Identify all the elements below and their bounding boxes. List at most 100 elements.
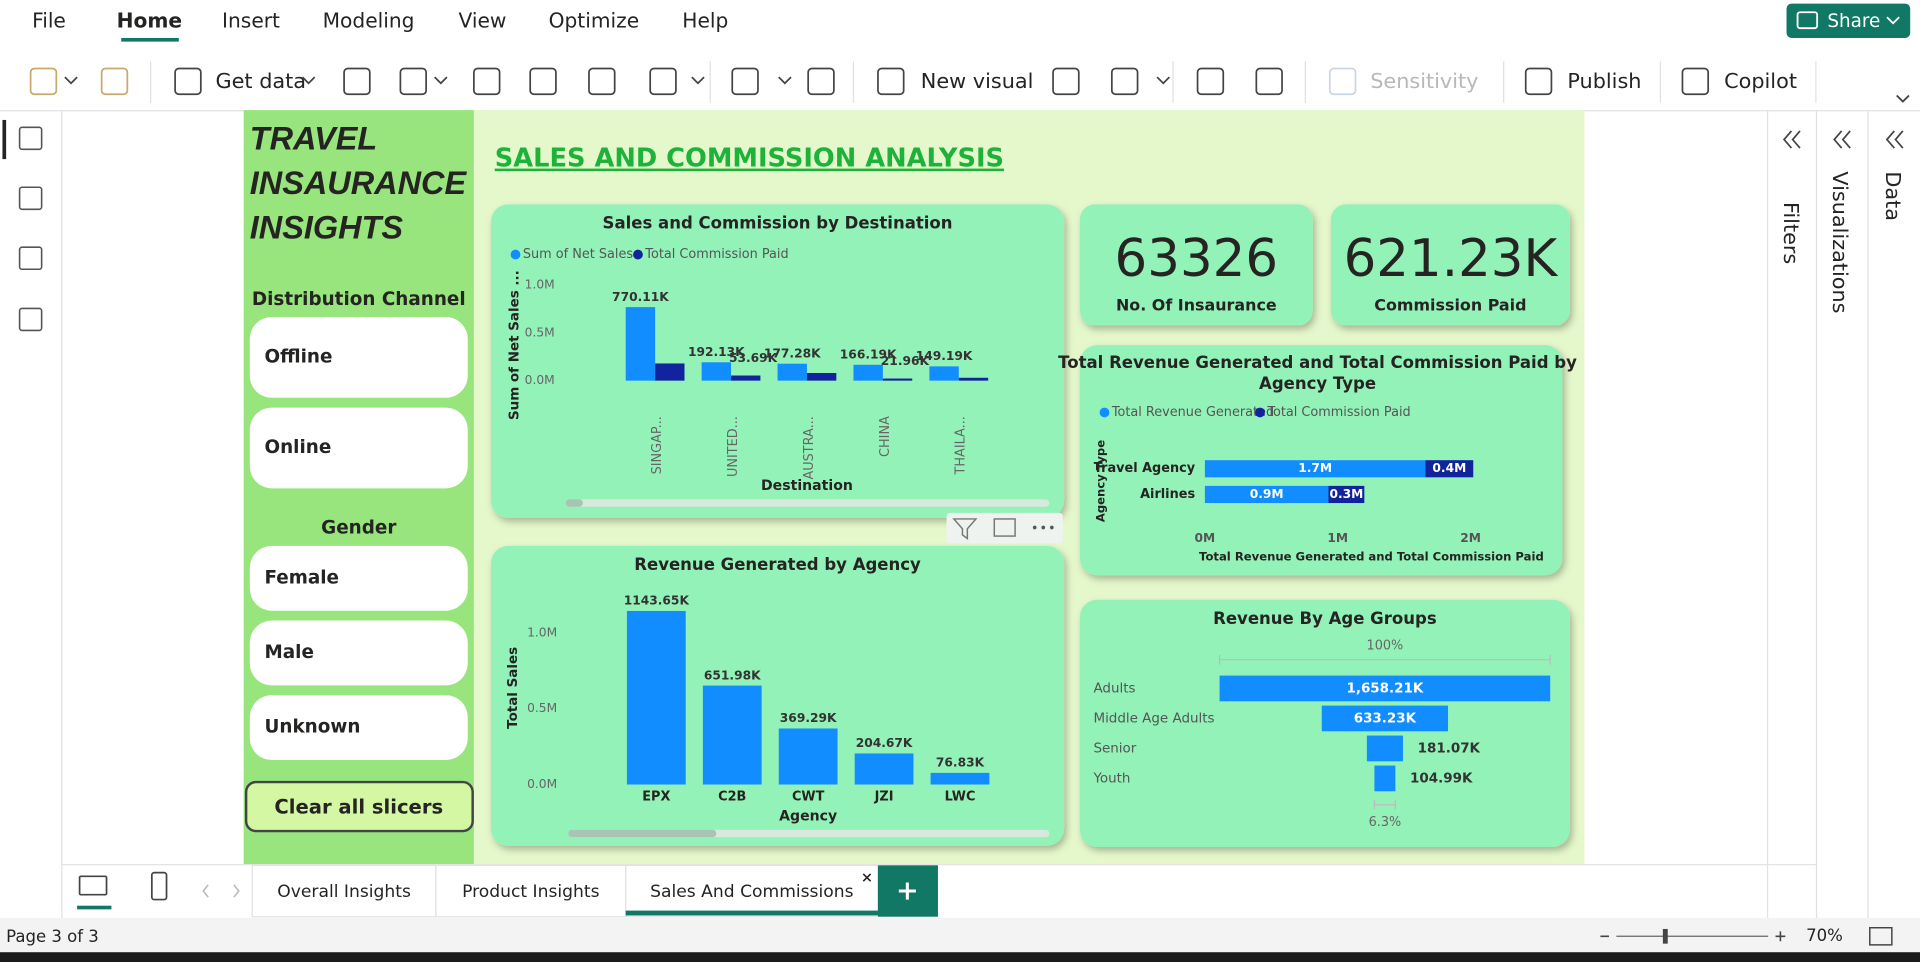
toolbar-icon[interactable]: [529, 67, 557, 96]
nav-icon[interactable]: [18, 246, 43, 271]
data-label: 166.19K: [840, 347, 897, 361]
scrollbar-thumb[interactable]: [568, 829, 717, 838]
toolbar-icon[interactable]: [1681, 67, 1710, 96]
y-tick-label: Middle Age Adults: [1093, 711, 1214, 726]
menu-item[interactable]: View: [458, 9, 506, 33]
toolbar-icon[interactable]: [649, 67, 677, 96]
page-tab[interactable]: [435, 864, 627, 918]
toolbar-icon[interactable]: [473, 67, 501, 96]
share-button[interactable]: [1786, 3, 1911, 38]
slicer-item-label[interactable]: Male: [264, 642, 313, 663]
toolbar-button-label[interactable]: Copilot: [1724, 69, 1797, 93]
slicer-item-label[interactable]: Offline: [264, 346, 332, 367]
nav-icon[interactable]: [18, 126, 43, 151]
toolbar-icon[interactable]: [1524, 67, 1553, 96]
toolbar-button-label[interactable]: New visual: [921, 69, 1034, 93]
toolbar-button-label[interactable]: Publish: [1567, 69, 1641, 93]
page-tab-label[interactable]: Product Insights: [462, 882, 600, 902]
toolbar-icon[interactable]: [731, 67, 759, 96]
toolbar-icon[interactable]: [343, 67, 371, 96]
menu-item[interactable]: File: [32, 9, 66, 33]
legend-label: Total Commission Paid: [644, 247, 788, 262]
share-label[interactable]: Share: [1827, 11, 1880, 32]
slicer-item[interactable]: [249, 695, 468, 761]
more-options-dot[interactable]: [1032, 525, 1037, 530]
card-value: 621.23K: [1344, 229, 1559, 289]
page-tab-label[interactable]: Overall Insights: [277, 882, 411, 902]
menu-active-underline: [121, 37, 179, 42]
fit-to-page[interactable]: [1869, 926, 1893, 946]
slicer-item[interactable]: [249, 316, 468, 398]
zoom-level: 70%: [1806, 926, 1843, 945]
data-label: 1,658.21K: [1346, 681, 1423, 696]
more-options-dot[interactable]: [1041, 525, 1046, 530]
menu-item[interactable]: Insert: [222, 9, 280, 33]
toolbar-icon[interactable]: [174, 67, 202, 96]
y-axis-title: Sum of Net Sales ...: [507, 270, 522, 420]
pane-expand[interactable]: [1841, 130, 1851, 149]
pane-title[interactable]: Visualizations: [1828, 171, 1852, 313]
toolbar-icon[interactable]: [877, 67, 905, 96]
filter-icon[interactable]: [952, 518, 978, 540]
zoom-in[interactable]: [1775, 931, 1786, 942]
slicer-item[interactable]: [249, 620, 468, 686]
toolbar-button-label[interactable]: Get data: [216, 69, 307, 93]
menu-item[interactable]: Home: [117, 9, 183, 33]
toolbar-icon[interactable]: [1196, 67, 1225, 96]
toolbar-icon[interactable]: [29, 67, 58, 96]
slicer-item[interactable]: [249, 545, 468, 611]
legend-marker: [510, 249, 521, 260]
add-page-icon[interactable]: [898, 882, 916, 900]
slicer-item-label[interactable]: Female: [264, 567, 339, 588]
scrollbar-thumb[interactable]: [565, 499, 583, 507]
focus-icon[interactable]: [993, 518, 1016, 537]
pane-expand[interactable]: [1782, 130, 1793, 149]
nav-icon[interactable]: [18, 186, 43, 211]
clear-button[interactable]: [244, 780, 474, 833]
pane-expand[interactable]: [1885, 130, 1895, 149]
bar-segment: [1425, 460, 1474, 478]
tab-scroll-left[interactable]: [202, 884, 209, 898]
slicer-item[interactable]: [249, 407, 468, 489]
toolbar-icon[interactable]: [1255, 67, 1283, 96]
page-tab[interactable]: [251, 864, 437, 918]
more-options-dot[interactable]: [1050, 525, 1054, 530]
pane-title[interactable]: Filters: [1779, 202, 1803, 264]
desktop-view-icon[interactable]: [78, 875, 108, 896]
mobile-view-icon[interactable]: [150, 871, 168, 901]
slicer-item-label[interactable]: Unknown: [264, 717, 360, 738]
ribbon-collapse[interactable]: [1896, 94, 1910, 103]
zoom-thumb[interactable]: [1662, 928, 1668, 944]
toolbar-button-label[interactable]: Sensitivity: [1370, 69, 1478, 93]
clear-button-label[interactable]: Clear all slicers: [274, 795, 443, 818]
y-tick-label: 1.0M: [527, 625, 557, 639]
toolbar-icon[interactable]: [1328, 67, 1357, 96]
bar-segment: [1328, 485, 1365, 504]
legend-label: Total Revenue Generated: [1111, 405, 1274, 420]
funnel-bar: [1374, 765, 1396, 792]
pane-expand[interactable]: [1894, 130, 1904, 149]
pane-title[interactable]: Data: [1881, 171, 1905, 221]
bar: [778, 728, 838, 785]
y-axis-title: Agency Type: [1093, 440, 1107, 522]
slicer-item-label[interactable]: Online: [264, 437, 331, 458]
menu-item[interactable]: Modeling: [323, 9, 415, 33]
toolbar-icon[interactable]: [1052, 67, 1080, 96]
close-tab-icon[interactable]: [862, 873, 872, 882]
data-label: 0.3M: [1329, 487, 1363, 501]
pane-expand[interactable]: [1791, 130, 1801, 149]
toolbar-icon[interactable]: [588, 67, 616, 96]
toolbar-icon[interactable]: [399, 67, 427, 96]
toolbar-icon[interactable]: [100, 67, 129, 96]
chart-title: Revenue By Age Groups: [1213, 609, 1437, 628]
toolbar-icon[interactable]: [807, 67, 835, 96]
page-tab-label[interactable]: Sales And Commissions: [650, 882, 853, 902]
page-tab[interactable]: [625, 864, 879, 918]
toolbar-icon[interactable]: [1110, 67, 1139, 96]
tab-scroll-right[interactable]: [233, 884, 240, 898]
pane-expand[interactable]: [1833, 130, 1843, 149]
nav-icon[interactable]: [18, 307, 43, 332]
menu-item[interactable]: Help: [682, 9, 728, 33]
menu-item[interactable]: Optimize: [549, 9, 640, 33]
